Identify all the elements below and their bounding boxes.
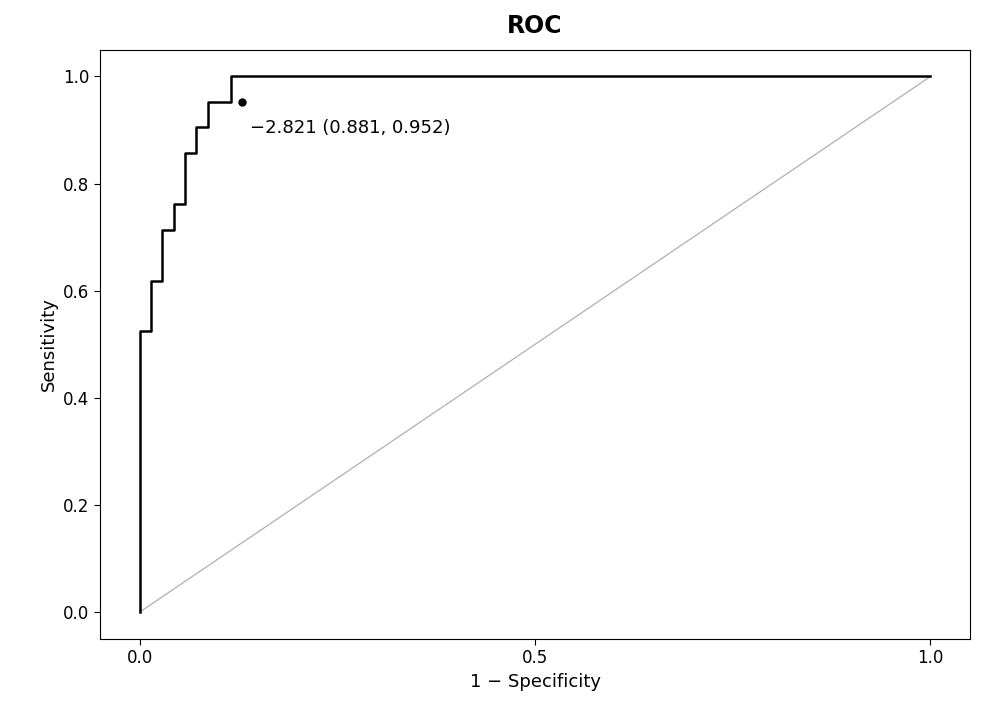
Title: ROC: ROC (507, 14, 563, 38)
Text: −2.821 (0.881, 0.952): −2.821 (0.881, 0.952) (250, 119, 451, 137)
Y-axis label: Sensitivity: Sensitivity (40, 297, 58, 391)
X-axis label: 1 − Specificity: 1 − Specificity (470, 673, 600, 691)
